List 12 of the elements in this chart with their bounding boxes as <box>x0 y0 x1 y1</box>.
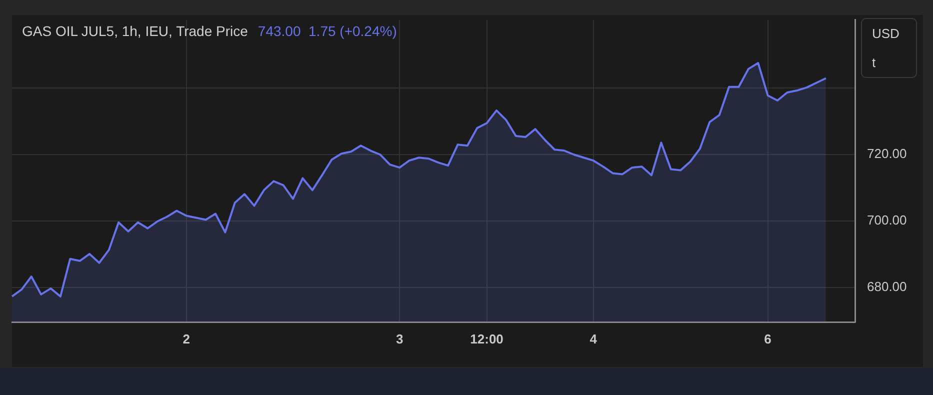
x-tick-label: 2 <box>182 331 190 346</box>
y-tick-label: 720.00 <box>867 146 907 162</box>
x-tick-label: 3 <box>396 331 404 346</box>
chart-title: GAS OIL JUL5, 1h, IEU, Trade Price <box>22 23 248 39</box>
y-tick-label: 680.00 <box>867 279 907 294</box>
text: USD <box>872 26 900 41</box>
x-tick-label: 12:00 <box>470 331 504 346</box>
x-tick-label: 4 <box>590 331 598 346</box>
x-tick-label: 6 <box>764 331 772 346</box>
text: t <box>872 55 876 70</box>
y-tick-label: 700.00 <box>867 212 907 228</box>
chart-subtitle: 743.00 1.75 (+0.24%) <box>258 23 397 39</box>
